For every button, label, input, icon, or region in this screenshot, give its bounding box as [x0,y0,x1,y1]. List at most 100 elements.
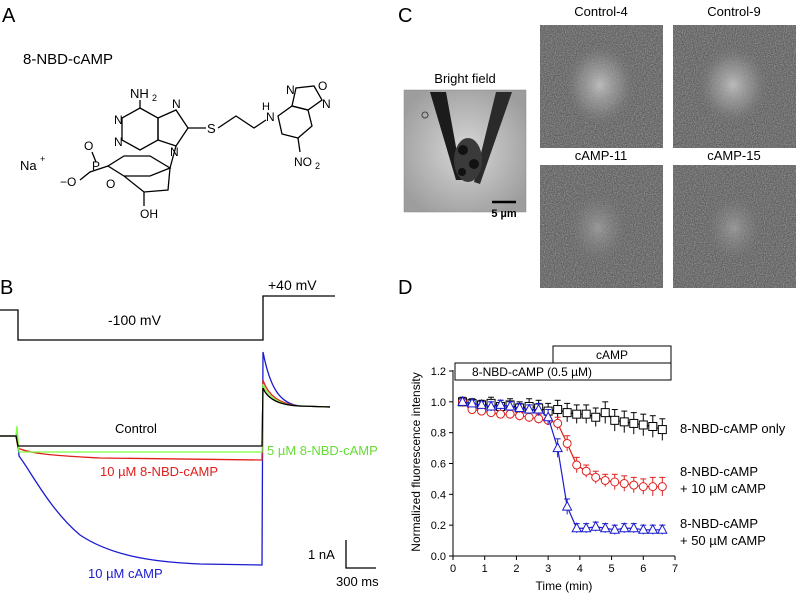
y-tick-label: 0.6 [431,459,446,471]
chemical-structure [79,85,323,206]
data-point [562,438,572,448]
atom-o-minus: −O [60,175,76,189]
fluorescence-image-1 [540,25,663,148]
benzo-ring [277,105,313,139]
x-tick-label: 2 [513,563,519,575]
atom-nh2-sub: 2 [152,93,157,103]
voltage-post-label: +40 mV [268,277,317,293]
data-point [647,523,659,534]
x-tick-label: 1 [482,563,488,575]
scale-bar-label: 5 µm [491,208,517,220]
x-tick-label: 0 [450,563,456,575]
data-point [657,425,667,435]
data-point [581,466,591,476]
sugar-ring [106,155,172,177]
phosphoryl-bond [91,151,97,163]
series-1 [458,397,667,496]
data-point [637,523,649,534]
series-line [462,401,663,431]
data-point [580,522,592,533]
trace-label-nbd10: 10 µM 8-NBD-cAMP [100,464,218,479]
atom-na-charge: + [40,154,45,164]
data-point [515,411,525,421]
phosphate-bond [79,165,109,181]
series-line [462,401,663,531]
x-tick-label: 6 [640,563,646,575]
series-label: 8-NBD-cAMP only [680,421,786,436]
data-point [629,480,639,490]
purine-five-ring [157,109,189,147]
panel-letter-b: B [0,277,13,299]
atom-no2-sub: 2 [315,161,320,171]
panel-d: D cAMP 8-NBD-cAMP (0.5 µM) 0 1 2 3 4 5 6 7 0.0 0.… [398,277,786,593]
oxadiazole-ring [291,85,323,111]
data-point [609,523,621,534]
voltage-step-label: -100 mV [108,312,162,328]
nbd-bar [454,362,672,381]
scale-time-label: 300 ms [336,574,379,589]
chart-series [457,395,668,535]
bright-field-image [403,89,527,213]
scale-current-label: 1 nA [308,547,335,562]
fluorescence-image-4 [673,165,796,288]
atom-n1: N [114,113,123,127]
data-point [618,522,630,533]
image-title-2: Control-9 [707,4,760,19]
glycosidic-bond [169,145,177,169]
data-point [542,411,554,422]
atom-n7: N [172,97,181,111]
image-title-3: cAMP-11 [575,148,628,163]
data-point [466,397,478,408]
atom-n-oxa2: N [322,97,331,111]
series-line [462,401,663,488]
atom-o-oxa: O [318,79,327,93]
atom-nh: N [266,110,275,124]
data-point [504,400,516,411]
data-point [561,500,573,511]
atom-s: S [207,121,216,136]
data-point [524,412,534,422]
x-axis-label: Time (min) [536,579,593,593]
trace-nbd5 [0,383,331,453]
atom-no2: NO [294,155,312,169]
data-point [505,409,515,419]
atom-h: H [262,101,270,113]
data-point [619,417,629,427]
data-point [523,403,535,414]
trace-nbd10 [0,379,331,461]
data-point [619,479,629,489]
data-point [514,401,525,412]
ribose-ring [123,167,171,193]
data-point [553,405,563,415]
data-point [610,415,620,425]
series-label: 8-NBD-cAMP [680,516,758,531]
bright-field-title: Bright field [434,71,495,86]
panel-b: B -100 mV +40 mV Control 5 µM 8-NBD-cAMP… [0,277,379,589]
y-tick-label: 0.2 [431,520,446,532]
data-point [572,409,582,419]
data-point [638,482,648,492]
chart-ticks: 0 1 2 3 4 5 6 7 0.0 0.2 0.4 0.6 0.8 1.0 1.2 [431,366,678,575]
y-tick-label: 1.0 [431,397,446,409]
y-tick-label: 1.2 [431,366,446,378]
data-point [533,403,544,414]
data-point [485,400,497,411]
series-2 [457,395,668,535]
data-point [599,522,611,533]
camp-bar-label: cAMP [596,348,628,362]
data-point [657,482,667,492]
atom-nh2: NH [130,86,149,101]
data-point [496,409,506,419]
trace-control [0,387,331,447]
data-point [591,412,601,422]
series-label: + 50 µM cAMP [680,533,766,548]
image-title-1: Control-4 [574,4,627,19]
data-point [610,477,620,487]
scale-bar [345,540,376,569]
panel-letter-a: A [2,5,16,27]
y-axis-label: Normalized fluorescence intensity [409,372,423,551]
data-point [534,414,544,424]
data-point [562,408,572,418]
atom-o-p: O [84,139,93,153]
